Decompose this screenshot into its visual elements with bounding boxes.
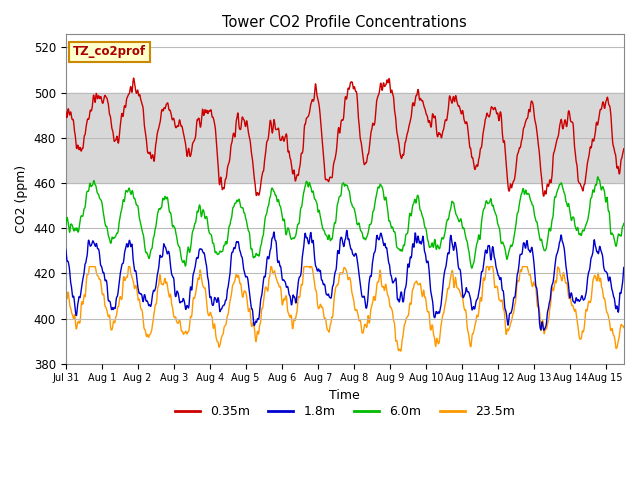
Bar [66,93,624,183]
Y-axis label: CO2 (ppm): CO2 (ppm) [15,165,28,233]
Title: Tower CO2 Profile Concentrations: Tower CO2 Profile Concentrations [222,15,467,30]
X-axis label: Time: Time [330,389,360,402]
Text: TZ_co2prof: TZ_co2prof [73,46,146,59]
Legend: 0.35m, 1.8m, 6.0m, 23.5m: 0.35m, 1.8m, 6.0m, 23.5m [170,400,520,423]
